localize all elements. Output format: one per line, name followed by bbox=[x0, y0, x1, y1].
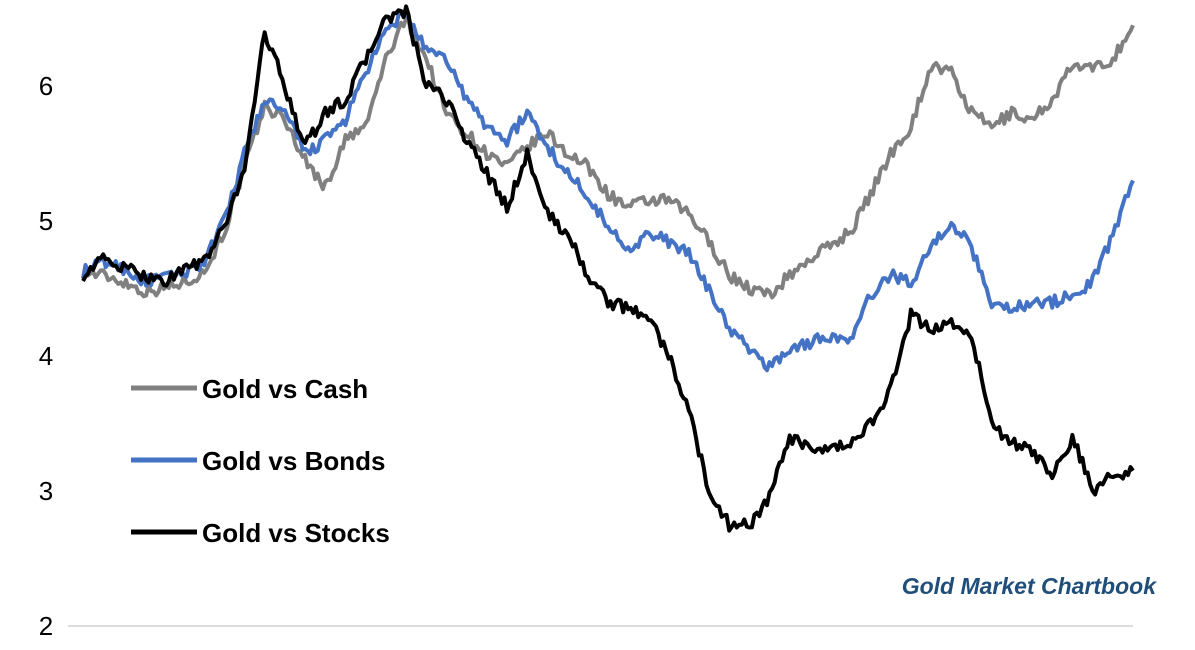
series-line-gold-vs-bonds bbox=[81, 9, 1135, 373]
legend: Gold vs Cash Gold vs Bonds Gold vs Stocks bbox=[131, 374, 390, 548]
y-tick-label: 3 bbox=[39, 476, 53, 506]
y-tick-label: 6 bbox=[39, 71, 53, 101]
legend-label: Gold vs Cash bbox=[202, 374, 368, 404]
chartbook-annotation: Gold Market Chartbook bbox=[902, 573, 1158, 599]
series-line-gold-vs-stocks bbox=[81, 4, 1135, 533]
legend-label: Gold vs Stocks bbox=[202, 518, 390, 548]
y-axis-ticks: 2 3 4 5 6 bbox=[39, 71, 53, 641]
legend-label: Gold vs Bonds bbox=[202, 446, 385, 476]
y-tick-label: 2 bbox=[39, 611, 53, 641]
series-line-gold-vs-cash bbox=[81, 15, 1135, 300]
y-tick-label: 4 bbox=[39, 341, 53, 371]
y-tick-label: 5 bbox=[39, 206, 53, 236]
series-lines bbox=[81, 4, 1135, 533]
